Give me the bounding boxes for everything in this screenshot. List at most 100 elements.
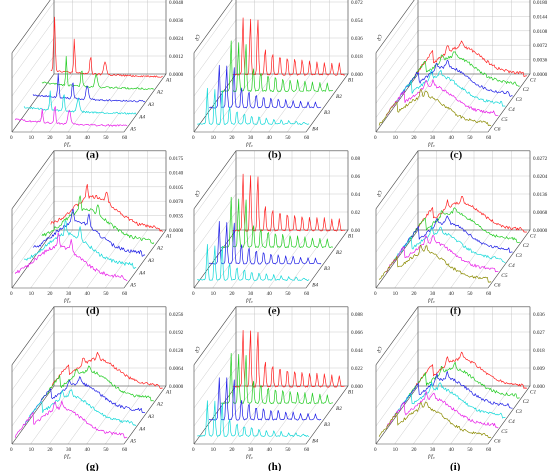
x-tick-label: 10 bbox=[29, 291, 35, 297]
series-c4 bbox=[393, 226, 505, 262]
row-label-c3: C3 bbox=[516, 97, 523, 103]
z-tick-label: 0.02 bbox=[351, 210, 360, 216]
x-tick-label: 0 bbox=[10, 135, 13, 141]
x-tick-label: 30 bbox=[66, 291, 72, 297]
row-label-c2: C2 bbox=[523, 243, 530, 249]
x-tick-label: 50 bbox=[467, 291, 473, 297]
z-tick-label: 0.0144 bbox=[533, 14, 548, 20]
series-b4 bbox=[197, 244, 309, 280]
x-tick-label: 40 bbox=[449, 135, 455, 141]
z-tick-label: 0.0024 bbox=[169, 36, 184, 42]
x-tick-label: 10 bbox=[211, 135, 217, 141]
x-tick-label: 40 bbox=[85, 291, 91, 297]
row-label-b2: B2 bbox=[336, 406, 342, 412]
x-tick-label: 50 bbox=[285, 135, 291, 141]
x-tick-label: 30 bbox=[248, 291, 254, 297]
series-c5 bbox=[386, 392, 498, 428]
z-axis-title: Cp bbox=[376, 190, 382, 197]
z-tick-label: 0.04 bbox=[351, 192, 360, 198]
z-tick-label: 0.0128 bbox=[169, 348, 184, 354]
x-tick-label: 10 bbox=[393, 135, 399, 141]
x-axis-title: f/f₀ bbox=[64, 453, 71, 460]
x-tick-label: 40 bbox=[267, 447, 273, 453]
z-tick-label: 0.009 bbox=[533, 366, 545, 372]
row-label-c1: C1 bbox=[530, 77, 537, 83]
x-tick-label: 20 bbox=[47, 135, 53, 141]
x-tick-label: 0 bbox=[192, 447, 195, 453]
series-a1 bbox=[51, 184, 163, 231]
axes bbox=[376, 151, 530, 288]
x-tick-label: 40 bbox=[267, 135, 273, 141]
x-tick-label: 50 bbox=[285, 291, 291, 297]
row-label-c4: C4 bbox=[508, 419, 515, 425]
row-label-c4: C4 bbox=[508, 107, 515, 113]
x-tick-label: 30 bbox=[430, 135, 436, 141]
row-label-c5: C5 bbox=[501, 117, 508, 123]
row-label-c5: C5 bbox=[501, 429, 508, 435]
row-label-a2: A2 bbox=[156, 90, 163, 96]
z-tick-label: 0.036 bbox=[351, 36, 363, 42]
series-a4 bbox=[24, 390, 136, 426]
z-tick-label: 0.066 bbox=[351, 330, 363, 336]
series-b1 bbox=[233, 330, 345, 387]
grid bbox=[376, 151, 530, 288]
x-tick-label: 60 bbox=[304, 447, 310, 453]
x-tick-label: 10 bbox=[211, 291, 217, 297]
x-tick-label: 10 bbox=[393, 291, 399, 297]
z-tick-label: 0.018 bbox=[533, 348, 545, 354]
z-tick-label: 0.022 bbox=[351, 366, 363, 372]
x-axis-title: f/f₀ bbox=[428, 141, 435, 148]
z-tick-label: 0.027 bbox=[533, 330, 545, 336]
row-label-a5: A5 bbox=[129, 439, 136, 445]
z-tick-label: 0.0000 bbox=[169, 228, 184, 234]
row-label-b4: B4 bbox=[312, 127, 318, 133]
z-tick-label: 0.0068 bbox=[533, 210, 548, 216]
row-label-b3: B3 bbox=[324, 110, 330, 116]
x-axis-title: f/f₀ bbox=[428, 297, 435, 304]
row-label-a2: A2 bbox=[156, 402, 163, 408]
x-tick-label: 50 bbox=[103, 447, 109, 453]
z-tick-label: 0.0204 bbox=[533, 174, 548, 180]
row-label-c1: C1 bbox=[530, 233, 537, 239]
x-tick-label: 60 bbox=[486, 135, 492, 141]
x-tick-label: 50 bbox=[467, 135, 473, 141]
row-label-a3: A3 bbox=[147, 102, 154, 108]
x-tick-label: 10 bbox=[29, 447, 35, 453]
series-a1 bbox=[51, 17, 163, 77]
x-tick-label: 30 bbox=[430, 447, 436, 453]
row-label-a4: A4 bbox=[138, 270, 145, 276]
x-tick-label: 50 bbox=[103, 135, 109, 141]
z-tick-label: 0.000 bbox=[351, 72, 363, 78]
z-tick-label: 0.044 bbox=[351, 348, 363, 354]
row-label-b4: B4 bbox=[312, 283, 318, 289]
x-axis-title: f/f₀ bbox=[64, 141, 71, 148]
x-tick-label: 20 bbox=[229, 135, 235, 141]
row-label-c4: C4 bbox=[508, 263, 515, 269]
z-axis-title: Cp bbox=[376, 346, 382, 353]
x-tick-label: 60 bbox=[486, 291, 492, 297]
row-label-c3: C3 bbox=[516, 253, 523, 259]
x-tick-label: 20 bbox=[411, 447, 417, 453]
axes bbox=[12, 151, 166, 288]
z-tick-label: 0.0000 bbox=[169, 72, 184, 78]
row-label-a5: A5 bbox=[129, 283, 136, 289]
x-tick-label: 10 bbox=[29, 135, 35, 141]
series-a1 bbox=[51, 352, 163, 388]
row-label-c1: C1 bbox=[530, 389, 537, 395]
row-label-c6: C6 bbox=[494, 127, 501, 133]
x-tick-label: 60 bbox=[304, 135, 310, 141]
x-tick-label: 0 bbox=[10, 447, 13, 453]
row-label-b1: B1 bbox=[348, 77, 354, 83]
x-axis-title: f/f₀ bbox=[64, 297, 71, 304]
row-label-a1: A1 bbox=[165, 389, 172, 395]
row-label-a2: A2 bbox=[156, 246, 163, 252]
x-tick-label: 20 bbox=[411, 291, 417, 297]
x-tick-label: 50 bbox=[467, 447, 473, 453]
series-a4 bbox=[24, 91, 136, 115]
row-label-b3: B3 bbox=[324, 422, 330, 428]
z-tick-label: 0.08 bbox=[351, 156, 360, 162]
chart-panel-7: A1A2A3A4A50 10 20 30 40 50 60f/f₀0.00000.00640… bbox=[10, 307, 200, 471]
